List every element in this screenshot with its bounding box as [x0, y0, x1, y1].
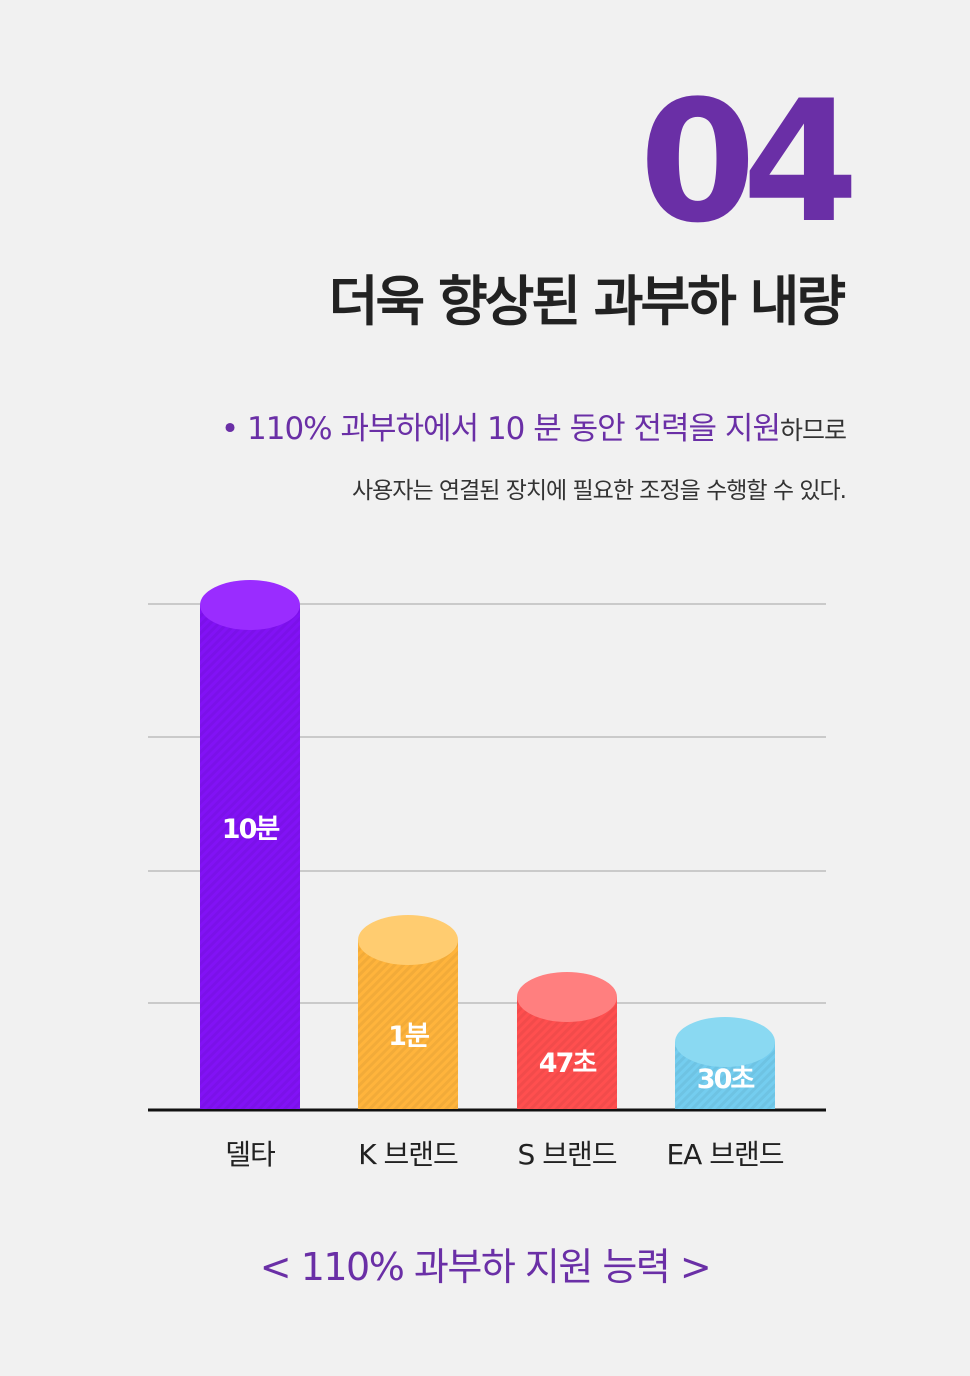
category-label-1: 델타 — [225, 1138, 275, 1171]
bar-top-1 — [200, 580, 300, 630]
bar-value-label-2: 1분 — [388, 1021, 429, 1052]
bar-top-3 — [517, 972, 617, 1022]
category-label-3: S 브랜드 — [518, 1138, 617, 1171]
description-highlight: 110% 과부하에서 10 분 동안 전력을 지원 — [247, 411, 781, 447]
category-label-2: K 브랜드 — [358, 1138, 458, 1171]
bar-value-label-4: 30초 — [697, 1064, 755, 1095]
bar-top-4 — [675, 1017, 775, 1067]
bar-value-label-1: 10분 — [222, 814, 280, 845]
bar-value-label-3: 47초 — [539, 1048, 597, 1079]
bar-top-2 — [358, 915, 458, 965]
section-number: 04 — [639, 64, 859, 260]
category-label-4: EA 브랜드 — [666, 1138, 783, 1171]
description-line-2: 사용자는 연결된 장치에 필요한 조정을 수행할 수 있다. — [351, 478, 847, 504]
chart-caption: < 110% 과부하 지원 능력 > — [259, 1245, 712, 1289]
bar-texture-1 — [200, 605, 300, 1109]
bullet-point: • — [220, 411, 239, 447]
bar-texture-2 — [358, 940, 458, 1109]
description-suffix: 하므로 — [779, 416, 847, 445]
description-line-1: • 110% 과부하에서 10 분 동안 전력을 지원하므로 — [220, 411, 847, 448]
page-title: 더욱 향상된 과부하 내량 — [328, 270, 846, 333]
